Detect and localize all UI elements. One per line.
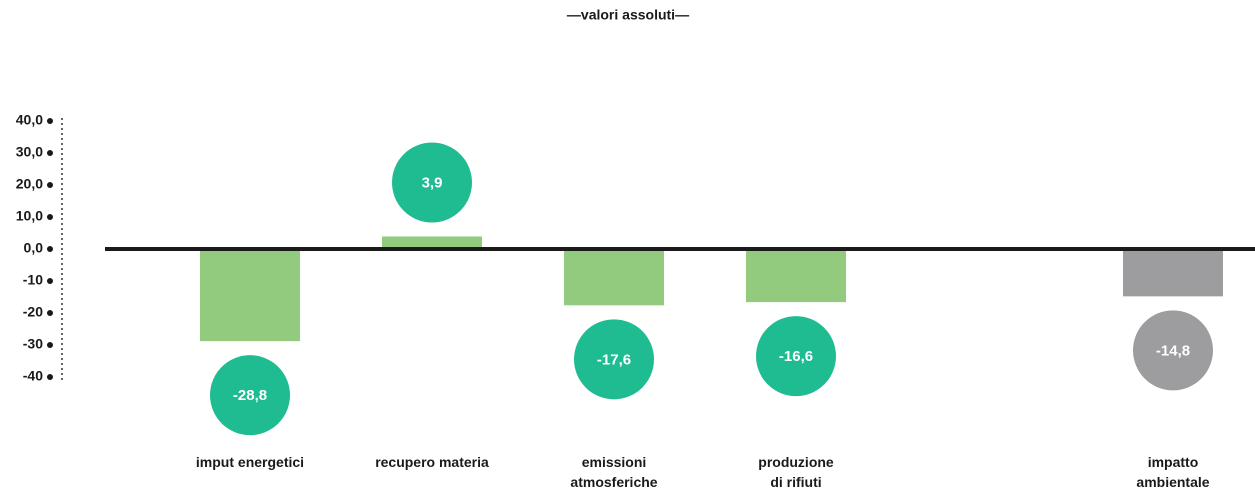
y-tick-label: 10,0 [16, 208, 43, 224]
value-badge [1133, 310, 1213, 391]
x-tick-label: recupero materia [375, 454, 489, 470]
x-tick-label: produzione di rifiuti [758, 454, 834, 490]
y-tick-dot [47, 246, 53, 252]
y-tick-label: 30,0 [16, 144, 43, 160]
bar [1123, 249, 1223, 297]
y-tick-dot [47, 310, 53, 316]
value-badge [392, 142, 472, 223]
y-tick-dot [47, 342, 53, 348]
y-tick-label: 40,0 [16, 112, 43, 128]
value-badge [210, 355, 290, 436]
y-tick-label: -40 [23, 368, 43, 384]
value-badge [574, 319, 654, 400]
chart-title: —valori assoluti— [567, 7, 689, 23]
y-tick-dot [47, 278, 53, 284]
y-tick-dot [47, 182, 53, 188]
value-badge [756, 316, 836, 397]
y-tick-label: -30 [23, 336, 43, 352]
y-tick-label: 20,0 [16, 176, 43, 192]
bar [564, 249, 664, 306]
value-label: -28,8 [233, 387, 267, 404]
y-tick-dot [47, 374, 53, 380]
y-tick-label: -20 [23, 304, 43, 320]
value-label: -16,6 [779, 348, 813, 365]
y-tick-label: -10 [23, 272, 43, 288]
bar [382, 236, 482, 249]
y-tick-dot [47, 150, 53, 156]
value-label: -14,8 [1156, 342, 1190, 359]
bar [746, 249, 846, 303]
y-tick-label: 0,0 [24, 240, 44, 256]
x-tick-label: impatto ambientale [1136, 454, 1210, 490]
x-tick-label: imput energetici [195, 454, 305, 470]
value-label: 3,9 [422, 174, 443, 191]
y-tick-dot [47, 214, 53, 220]
y-tick-dot [47, 118, 53, 124]
value-label: -17,6 [597, 351, 631, 368]
bar [200, 249, 300, 342]
x-tick-label: emissioni atmosferiche [570, 454, 658, 490]
